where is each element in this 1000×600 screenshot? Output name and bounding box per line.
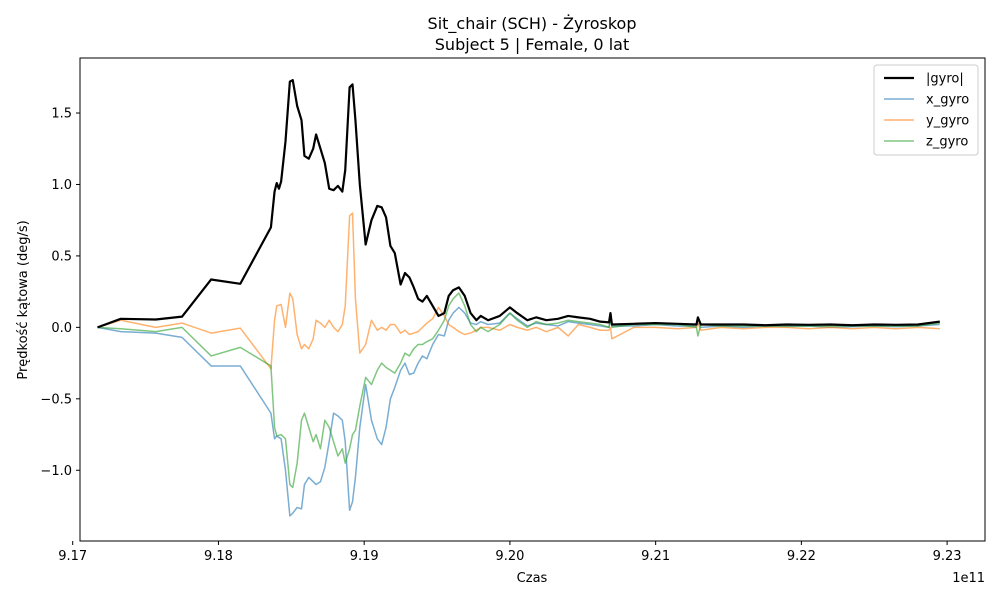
x-tick-label: 9.23 [933, 549, 962, 564]
chart-title: Sit_chair (SCH) - Żyroskop Subject 5 | F… [428, 14, 637, 54]
x-tick-label: 9.20 [495, 549, 524, 564]
y-tick-label: −0.5 [40, 392, 72, 407]
y-tick-label: 0.5 [51, 249, 72, 264]
x-axis-label: Czas [517, 571, 548, 586]
legend-label: x_gyro [926, 93, 969, 108]
y-tick-label: 0.0 [51, 321, 72, 336]
legend: |gyro| x_gyro y_gyro z_gyro [873, 64, 979, 156]
legend-box [873, 64, 979, 156]
x-tick-label: 9.22 [787, 549, 816, 564]
x-axis-offset-label: 1e11 [952, 571, 985, 586]
series-line-z-gyro [97, 292, 940, 489]
y-tick-label: 1.0 [51, 178, 72, 193]
y-axis: −1.0 −0.5 0.0 0.5 1.0 1.5 [40, 107, 80, 479]
chart-title-line1: Sit_chair (SCH) - Żyroskop [428, 14, 637, 34]
x-tick-label: 9.21 [641, 549, 670, 564]
legend-label: y_gyro [926, 114, 969, 129]
series-line-y-gyro [97, 212, 940, 370]
plot-lines [97, 79, 940, 517]
x-tick-label: 9.17 [58, 549, 87, 564]
x-tick-label: 9.19 [350, 549, 379, 564]
y-tick-label: 1.5 [51, 107, 72, 122]
series-line-gyro [97, 79, 940, 329]
plot-frame [79, 57, 986, 542]
chart-subtitle: Subject 5 | Female, 0 lat [435, 35, 629, 54]
legend-label: z_gyro [926, 135, 968, 150]
x-tick-label: 9.18 [204, 549, 233, 564]
y-tick-label: −1.0 [40, 464, 72, 479]
x-axis: 9.17 9.18 9.19 9.20 9.21 9.22 9.23 [58, 541, 962, 564]
legend-label: |gyro| [926, 72, 964, 87]
series-line-x-gyro [97, 306, 940, 517]
y-axis-label: Prędkość kątowa (deg/s) [16, 220, 31, 379]
